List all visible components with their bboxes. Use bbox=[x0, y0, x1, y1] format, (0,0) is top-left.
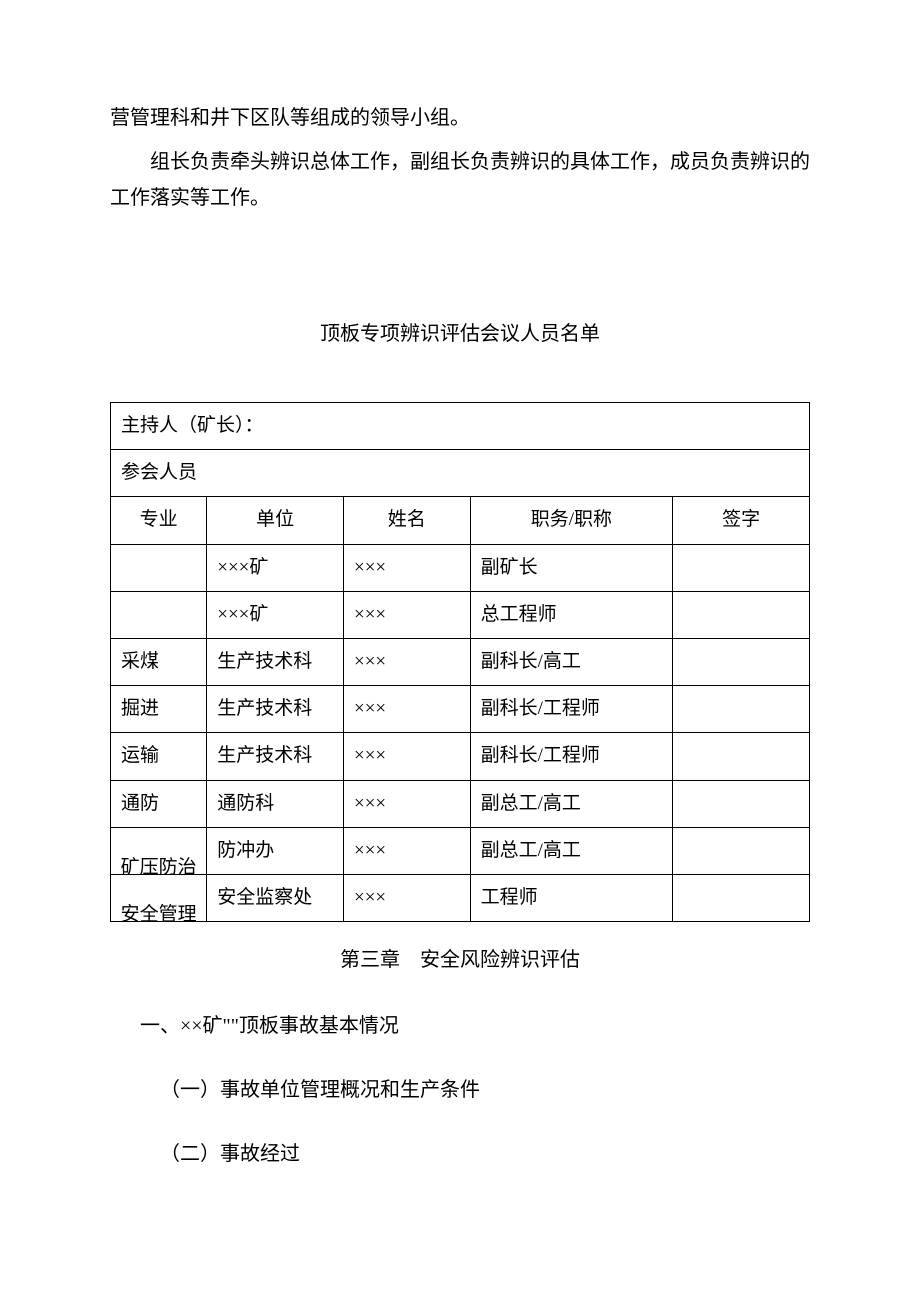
heading-level-1: 一、××矿""顶板事故基本情况 bbox=[110, 1008, 810, 1044]
cell-unit: 生产技术科 bbox=[207, 638, 344, 685]
table-row: 安全管理 安全监察处 ××× 工程师 bbox=[111, 874, 810, 921]
table-row: 掘进 生产技术科 ××× 副科长/工程师 bbox=[111, 686, 810, 733]
cell-title: 总工程师 bbox=[470, 591, 673, 638]
cell-name: ××× bbox=[343, 780, 470, 827]
cell-sign bbox=[673, 638, 810, 685]
heading-level-2b: （二）事故经过 bbox=[110, 1136, 810, 1172]
cell-name: ××× bbox=[343, 733, 470, 780]
cell-sign bbox=[673, 733, 810, 780]
paragraph-continuation: 营管理科和井下区队等组成的领导小组。 bbox=[110, 100, 810, 136]
cell-name: ××× bbox=[343, 638, 470, 685]
cell-spec: 掘进 bbox=[111, 686, 207, 733]
table-row: 通防 通防科 ××× 副总工/高工 bbox=[111, 780, 810, 827]
heading-level-2a: （一）事故单位管理概况和生产条件 bbox=[110, 1072, 810, 1108]
cell-sign bbox=[673, 686, 810, 733]
col-header-sign: 签字 bbox=[673, 497, 810, 544]
table-row: ×××矿 ××× 副矿长 bbox=[111, 544, 810, 591]
cell-title: 副总工/高工 bbox=[470, 780, 673, 827]
cell-sign bbox=[673, 827, 810, 874]
col-header-unit: 单位 bbox=[207, 497, 344, 544]
cell-sign bbox=[673, 874, 810, 921]
table-row: 矿压防治 防冲办 ××× 副总工/高工 bbox=[111, 827, 810, 874]
cell-name: ××× bbox=[343, 591, 470, 638]
table-row: ×××矿 ××× 总工程师 bbox=[111, 591, 810, 638]
attendees-label-row: 参会人员 bbox=[111, 450, 810, 497]
paragraph-responsibility: 组长负责牵头辨识总体工作，副组长负责辨识的具体工作，成员负责辨识的工作落实等工作… bbox=[110, 144, 810, 216]
cell-title: 工程师 bbox=[470, 874, 673, 921]
cell-spec bbox=[111, 591, 207, 638]
cell-title: 副科长/工程师 bbox=[470, 733, 673, 780]
col-header-name: 姓名 bbox=[343, 497, 470, 544]
table-header-row: 专业 单位 姓名 职务/职称 签字 bbox=[111, 497, 810, 544]
cell-name: ××× bbox=[343, 544, 470, 591]
attendee-table: 主持人（矿长）： 参会人员 专业 单位 姓名 职务/职称 签字 ×××矿 ×××… bbox=[110, 402, 810, 922]
cell-spec: 矿压防治 bbox=[111, 827, 207, 874]
cell-spec: 采煤 bbox=[111, 638, 207, 685]
cell-title: 副科长/工程师 bbox=[470, 686, 673, 733]
cell-unit: 通防科 bbox=[207, 780, 344, 827]
cell-sign bbox=[673, 544, 810, 591]
cell-unit: 防冲办 bbox=[207, 827, 344, 874]
cell-name: ××× bbox=[343, 827, 470, 874]
cell-title: 副总工/高工 bbox=[470, 827, 673, 874]
cell-unit: 安全监察处 bbox=[207, 874, 344, 921]
table-row: 运输 生产技术科 ××× 副科长/工程师 bbox=[111, 733, 810, 780]
table-row: 采煤 生产技术科 ××× 副科长/高工 bbox=[111, 638, 810, 685]
cell-spec: 安全管理 bbox=[111, 874, 207, 921]
cell-spec: 通防 bbox=[111, 780, 207, 827]
cell-unit: 生产技术科 bbox=[207, 733, 344, 780]
cell-unit: ×××矿 bbox=[207, 544, 344, 591]
col-header-spec: 专业 bbox=[111, 497, 207, 544]
cell-sign bbox=[673, 591, 810, 638]
cell-unit: ×××矿 bbox=[207, 591, 344, 638]
col-header-title: 职务/职称 bbox=[470, 497, 673, 544]
table-title: 顶板专项辨识评估会议人员名单 bbox=[110, 316, 810, 352]
cell-spec: 运输 bbox=[111, 733, 207, 780]
cell-sign bbox=[673, 780, 810, 827]
cell-name: ××× bbox=[343, 686, 470, 733]
cell-spec bbox=[111, 544, 207, 591]
chapter-title: 第三章 安全风险辨识评估 bbox=[110, 942, 810, 978]
cell-name: ××× bbox=[343, 874, 470, 921]
cell-title: 副矿长 bbox=[470, 544, 673, 591]
host-row: 主持人（矿长）： bbox=[111, 403, 810, 450]
cell-title: 副科长/高工 bbox=[470, 638, 673, 685]
cell-unit: 生产技术科 bbox=[207, 686, 344, 733]
